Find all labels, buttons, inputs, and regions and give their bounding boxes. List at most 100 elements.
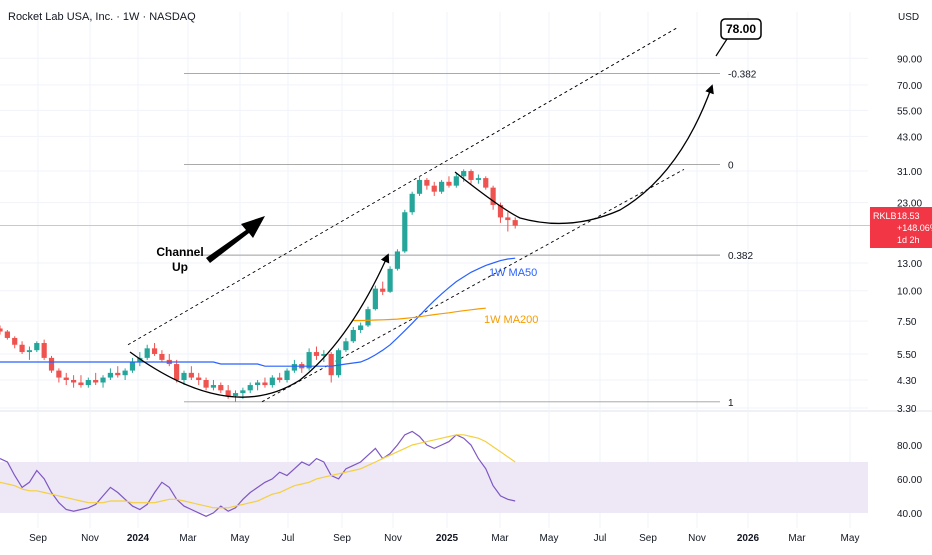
- channel-upper: [127, 27, 678, 346]
- candle-body: [372, 288, 378, 310]
- rsi-ma-line: [0, 434, 516, 509]
- time-tick-label: May: [231, 533, 250, 544]
- candle-body: [93, 380, 99, 383]
- ma200-label: 1W MA200: [484, 314, 538, 326]
- candle-body: [424, 179, 430, 186]
- candle-body: [247, 385, 253, 391]
- candle-body: [240, 390, 246, 394]
- candle-body: [394, 251, 401, 269]
- candle-body: [144, 348, 150, 358]
- time-tick-label: Sep: [639, 533, 657, 544]
- time-tick-label: Sep: [333, 533, 351, 544]
- time-tick-label: Mar: [788, 533, 806, 544]
- candle-body: [34, 343, 40, 351]
- candle-body: [350, 329, 356, 342]
- candle-body: [380, 288, 386, 292]
- price-tick-label: 7.50: [897, 317, 917, 328]
- rsi-axis: 80.00 60.00 40.00: [897, 441, 922, 520]
- price-tick-label: 55.00: [897, 106, 922, 117]
- candle-body: [137, 357, 143, 362]
- candle-body: [232, 393, 239, 396]
- price-tick-label: 4.30: [897, 376, 917, 387]
- candle-body: [431, 185, 437, 192]
- price-tag-countdown: 1d 2h: [897, 235, 920, 245]
- time-tick-label: 2024: [127, 533, 150, 544]
- time-tick-label: May: [841, 533, 860, 544]
- price-tick-label: 13.00: [897, 259, 922, 270]
- candle-body: [313, 352, 320, 356]
- time-tick-label: Jul: [594, 533, 607, 544]
- price-tick-label: 43.00: [897, 132, 922, 143]
- ma200-line: [353, 307, 486, 322]
- candle-body: [358, 325, 364, 330]
- time-tick-label: Nov: [688, 533, 706, 544]
- candle-body: [409, 193, 415, 213]
- candle-body: [203, 380, 209, 388]
- candle-body: [85, 380, 91, 386]
- chart-title: Rocket Lab USA, Inc. · 1W · NASDAQ: [8, 11, 196, 23]
- price-tick-label: 10.00: [897, 287, 922, 298]
- candle-body: [461, 171, 467, 177]
- fib-label: -0.382: [728, 69, 757, 80]
- bottoming-arc: [129, 253, 390, 398]
- candle-body: [497, 204, 504, 218]
- candle-body: [181, 372, 187, 381]
- price-tag-price: 18.53: [897, 211, 920, 221]
- target-callout-box: [720, 18, 762, 40]
- projection-arc: [454, 84, 714, 225]
- time-tick-label: Mar: [491, 533, 509, 544]
- fib-levels: -0.382 0 0.382 1: [184, 69, 757, 409]
- target-callout-pointer: [715, 38, 728, 57]
- candle-body: [416, 179, 423, 194]
- candle-body: [122, 370, 128, 376]
- ma50-line: [0, 257, 516, 367]
- candle-body: [483, 178, 489, 188]
- candle-body: [218, 385, 224, 391]
- candle-body: [284, 370, 290, 381]
- candle-body: [41, 343, 47, 358]
- candle-body: [306, 352, 312, 369]
- price-tag-change: +148.06%: [897, 223, 932, 233]
- candle-body: [188, 372, 194, 378]
- rsi-tick-label: 80.00: [897, 441, 922, 452]
- channel-arrow: [206, 216, 265, 263]
- candle-body: [12, 337, 18, 345]
- candlesticks: [0, 169, 518, 402]
- channel-label-line2: Up: [172, 260, 188, 274]
- candle-body: [71, 380, 77, 383]
- price-tick-label: 70.00: [897, 81, 922, 92]
- candle-body: [321, 353, 327, 356]
- time-tick-label: Nov: [384, 533, 402, 544]
- candle-body: [387, 268, 393, 292]
- price-tick-label: 90.00: [897, 54, 922, 65]
- time-tick-label: Jul: [282, 533, 295, 544]
- channel-label-line1: Channel: [156, 245, 203, 259]
- price-tick-label: 23.00: [897, 199, 922, 210]
- price-tag: [870, 207, 932, 248]
- candle-body: [0, 328, 3, 332]
- candle-body: [63, 377, 69, 381]
- time-tick-label: 2025: [436, 533, 459, 544]
- time-tick-label: 2026: [737, 533, 760, 544]
- candle-body: [100, 377, 106, 383]
- price-tag-symbol: RKLB: [873, 211, 897, 221]
- candle-body: [115, 372, 121, 376]
- candle-body: [343, 341, 349, 351]
- candle-body: [365, 309, 371, 326]
- price-tick-label: 5.50: [897, 350, 917, 361]
- price-tick-label: 31.00: [897, 167, 922, 178]
- time-tick-label: Mar: [179, 533, 197, 544]
- currency-label: USD: [898, 12, 919, 23]
- candle-body: [159, 353, 165, 360]
- candle-body: [335, 350, 342, 376]
- candle-body: [210, 385, 217, 388]
- rsi-line: [0, 430, 516, 517]
- candle-body: [468, 171, 474, 180]
- candle-body: [262, 382, 268, 386]
- grid-lines: [0, 12, 932, 528]
- time-tick-label: May: [540, 533, 559, 544]
- channel-lower: [261, 168, 685, 403]
- fib-label: 0: [728, 160, 734, 171]
